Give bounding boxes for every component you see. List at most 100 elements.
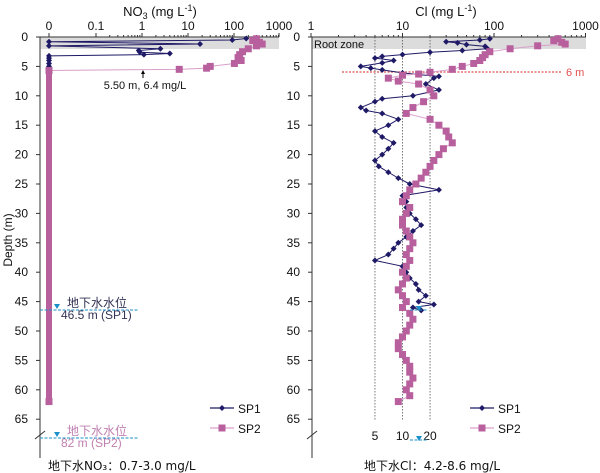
cl-sp1-point (476, 36, 483, 43)
cl-sp1-point (363, 107, 370, 114)
cl-y-tick-label: 25 (287, 177, 301, 191)
cl-sp1-point (379, 110, 386, 117)
root-zone-band (312, 37, 586, 49)
no3-sp2-point (237, 57, 245, 65)
cl-sp1-point (415, 298, 422, 305)
cl-sp2-point (406, 233, 414, 241)
cl-y-tick-label: 0 (293, 30, 300, 44)
no3-sp2-point (206, 62, 214, 70)
cl-sp2-point (412, 180, 420, 188)
cl-legend-square-icon (478, 424, 486, 432)
annotation-arrowhead-icon (141, 70, 145, 74)
cl-sp2-point (406, 392, 414, 400)
cl-sp1-point (371, 98, 378, 105)
cl-sp2-point (406, 186, 414, 194)
cl-sp2-point (399, 71, 406, 79)
no3-x-tick-label: 10 (181, 19, 195, 33)
cl-sp2-point (402, 109, 410, 117)
cl-sp2-point (448, 65, 456, 73)
no3-sp1-point (157, 45, 164, 52)
cl-sp2-point (486, 48, 494, 56)
cl-sp1-point (427, 49, 434, 56)
cl-sp1-point (379, 151, 386, 158)
cl-sp1-point (406, 181, 413, 187)
no3-y-tick-label: 50 (15, 324, 29, 338)
no3-x-tick-label: 100 (224, 19, 244, 33)
cl-sp2-point (402, 298, 410, 306)
cl-sp2-point (409, 315, 417, 323)
cl-sp1-point (435, 86, 442, 93)
cl-sp2-point (435, 151, 443, 159)
no3-y-tick-label: 35 (15, 236, 29, 250)
cl-x-tick-label: 1000 (572, 19, 599, 33)
cl-sp2-point (402, 192, 410, 200)
water-table-triangle-icon (54, 304, 60, 309)
cl-legend-label: SP2 (498, 422, 521, 436)
cl-sp1-point (385, 122, 392, 129)
no3-y-tick-label: 0 (21, 30, 28, 44)
cl-sp1-point (379, 66, 386, 73)
cl-sp2-point (406, 204, 414, 212)
cl-sp1-point (409, 92, 416, 99)
no3-y-tick-label: 40 (15, 265, 29, 279)
cl-sp2-point (406, 368, 414, 376)
cl-sp2-point (406, 245, 414, 253)
cl-sp2-point (399, 221, 406, 229)
cl-sp1-point (379, 59, 386, 66)
cl-x-tick-label: 100 (484, 19, 504, 33)
cl-sp2-point (420, 98, 428, 106)
no3-sp2-point (252, 35, 260, 43)
cl-sp1-point (418, 222, 425, 229)
cl-axis-title: Cl (mg L-1) (415, 3, 476, 19)
no3-axis-title: NO3 (mg L-1) (123, 3, 197, 21)
no3-sp1-point (46, 38, 52, 45)
cl-sp1-point (435, 73, 442, 80)
cl-sp1-point (379, 95, 386, 102)
water-table-label: 地下水水位 (67, 295, 127, 310)
no3-sp2-point (258, 40, 266, 48)
no3-sp1-point (140, 51, 147, 58)
cl-sp1-point (415, 286, 422, 293)
cl-sp2-point (426, 115, 434, 123)
water-table-triangle-icon (54, 432, 60, 437)
no3-x-tick-label: 1000 (266, 19, 293, 33)
cl-sp2-point (426, 86, 434, 94)
no3-sp2-point (249, 37, 257, 45)
cl-y-tick-label: 5 (293, 59, 300, 73)
cl-sp1-point (443, 38, 450, 45)
cl-guide-label: 10 (396, 429, 410, 443)
no3-y-tick-label: 20 (15, 148, 29, 162)
cl-sp1-point (371, 257, 378, 264)
cl-sp2-point (426, 162, 434, 170)
depth-axis-title: Depth (m) (1, 213, 15, 266)
cl-sp2-point (406, 380, 414, 388)
cl-sp1-point (430, 75, 437, 82)
cl-sp2-point (430, 156, 438, 164)
cl-y-tick-label: 10 (287, 89, 301, 103)
cl-sp2-point (506, 45, 514, 53)
cl-sp1-point (385, 251, 392, 258)
cl-sp2-point (406, 362, 414, 370)
no3-sp1-point (136, 49, 143, 56)
annotation-label: 5.50 m, 6.4 mg/L (104, 80, 187, 92)
cl-sp1-point (385, 169, 392, 176)
cl-sp1-point (430, 301, 437, 308)
cl-sp2-point (409, 239, 417, 247)
no3-sp2-point (230, 59, 238, 67)
cl-y-tick-label: 40 (287, 265, 301, 279)
cl-sp1-point (390, 139, 397, 146)
no3-y-tick-label: 25 (15, 177, 29, 191)
cl-y-tick-label: 65 (287, 412, 301, 426)
cl-sp2-point (409, 104, 417, 112)
cl-y-tick-label: 60 (287, 383, 301, 397)
cl-sp2-point (402, 327, 410, 335)
no3-sp1-point (196, 41, 203, 48)
cl-sp2-point (399, 292, 406, 300)
cl-sp1-point (412, 216, 419, 223)
cl-sp2-point (399, 280, 406, 288)
cl-sp1-point (454, 39, 461, 46)
no3-y-tick-label: 60 (15, 383, 29, 397)
cl-sp1-point (412, 280, 419, 287)
cl-sp2-point (394, 345, 402, 353)
